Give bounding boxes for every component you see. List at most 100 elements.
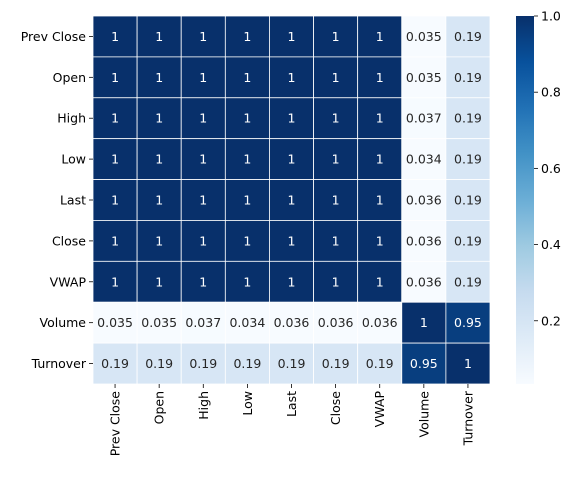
cell-value-label: 1 (376, 152, 384, 167)
cell-value-label: 0.034 (229, 315, 265, 330)
cell-value-label: 0.036 (318, 315, 354, 330)
cell-value-label: 1 (288, 274, 296, 289)
colorbar-gradient (516, 16, 534, 384)
heatmap-cell (313, 15, 359, 58)
heatmap-cell (445, 301, 491, 344)
row-tick-label: Open (53, 70, 86, 85)
heatmap-cell (224, 301, 270, 344)
cell-value-label: 0.19 (145, 356, 173, 371)
column-tick-label: Low (240, 391, 255, 416)
cell-value-label: 1 (332, 29, 340, 44)
cell-value-label: 1 (288, 152, 296, 167)
cell-value-label: 1 (243, 29, 251, 44)
cell-value-label: 0.19 (454, 70, 482, 85)
cell-value-label: 1 (111, 152, 119, 167)
heatmap-cell (401, 15, 447, 58)
heatmap-cell (445, 56, 491, 99)
heatmap-cell (224, 179, 270, 221)
column-tick-label: VWAP (372, 391, 387, 428)
cell-value-label: 0.036 (406, 193, 442, 208)
heatmap-cell (269, 342, 314, 385)
cell-value-label: 1 (199, 152, 207, 167)
colorbar-tick-label: 0.4 (541, 237, 561, 252)
cell-value-label: 1 (111, 274, 119, 289)
heatmap-cell (92, 56, 138, 99)
heatmap-cell (445, 179, 491, 221)
cell-value-label: 1 (155, 111, 163, 126)
cell-value-label: 1 (376, 29, 384, 44)
heatmap-cell (269, 260, 314, 303)
cell-value-label: 1 (199, 274, 207, 289)
cell-value-label: 0.036 (406, 274, 442, 289)
row-tick-label: Turnover (31, 356, 87, 371)
heatmap-cell (313, 301, 359, 344)
heatmap-cell (357, 97, 403, 140)
row-tick-label: Volume (40, 315, 87, 330)
row-tick-label: High (57, 111, 86, 126)
cell-value-label: 1 (199, 111, 207, 126)
colorbar-tick-label: 0.2 (541, 313, 561, 328)
cell-value-label: 1 (243, 193, 251, 208)
heatmap-cell (357, 260, 403, 303)
heatmap-cell (180, 220, 226, 262)
cell-value-label: 1 (155, 70, 163, 85)
cell-value-label: 1 (243, 274, 251, 289)
heatmap-cell (269, 56, 314, 99)
row-tick-label: Low (61, 152, 86, 167)
cell-value-label: 1 (288, 233, 296, 248)
heatmap-cell (313, 220, 359, 262)
cell-value-label: 0.19 (454, 152, 482, 167)
cell-value-label: 0.19 (278, 356, 306, 371)
cell-value-label: 0.035 (406, 70, 442, 85)
column-tick-label: Last (284, 391, 299, 417)
column-tick-label: Close (328, 391, 343, 425)
heatmap-cell (313, 342, 359, 385)
cell-value-label: 1 (243, 70, 251, 85)
cell-value-label: 1 (111, 111, 119, 126)
heatmap-cell (224, 342, 270, 385)
cell-value-label: 0.19 (454, 29, 482, 44)
heatmap-cell (92, 138, 138, 180)
cell-value-label: 1 (464, 356, 472, 371)
cell-value-label: 0.036 (406, 233, 442, 248)
heatmap-cell (180, 15, 226, 58)
cell-value-label: 1 (332, 233, 340, 248)
cell-value-label: 1 (420, 315, 428, 330)
heatmap-cell (92, 342, 138, 385)
heatmap-cell (357, 342, 403, 385)
heatmap-cell (357, 301, 403, 344)
cell-value-label: 1 (111, 70, 119, 85)
cell-value-label: 1 (376, 193, 384, 208)
column-tick-label: High (196, 391, 211, 420)
heatmap-cell (180, 97, 226, 140)
cell-value-label: 1 (199, 29, 207, 44)
row-tick-label: VWAP (50, 274, 87, 289)
heatmap-cell (445, 342, 491, 385)
cell-value-label: 0.19 (454, 233, 482, 248)
cell-value-label: 0.034 (406, 152, 442, 167)
cell-value-label: 1 (243, 111, 251, 126)
heatmap-cell (313, 179, 359, 221)
cell-value-label: 1 (288, 111, 296, 126)
cell-value-label: 1 (243, 233, 251, 248)
row-axis: Prev Close Open High Low Last Close VWAP Volume… (21, 29, 93, 371)
heatmap-cell (136, 260, 182, 303)
row-tick-label: Last (60, 193, 86, 208)
cell-value-label: 0.19 (454, 193, 482, 208)
cell-value-label: 1 (111, 193, 119, 208)
cell-value-label: 1 (332, 70, 340, 85)
column-tick-label: Prev Close (108, 391, 123, 457)
cell-value-label: 1 (243, 152, 251, 167)
cell-value-label: 0.035 (406, 29, 442, 44)
cell-value-label: 0.037 (406, 111, 442, 126)
cell-value-label: 0.037 (185, 315, 221, 330)
heatmap-cell (445, 97, 491, 140)
cell-value-label: 1 (199, 233, 207, 248)
heatmap-cell (136, 97, 182, 140)
cell-value-label: 1 (332, 111, 340, 126)
heatmap-cell (357, 56, 403, 99)
heatmap-cell (445, 220, 491, 262)
heatmap-cell (445, 138, 491, 180)
cell-value-label: 1 (288, 29, 296, 44)
